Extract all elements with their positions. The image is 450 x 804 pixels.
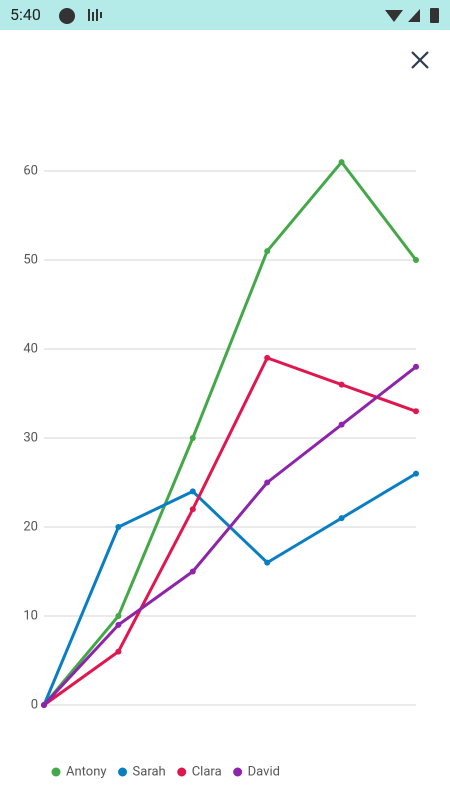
y-tick-label: 50	[23, 252, 38, 267]
legend-label: Antony	[66, 764, 107, 779]
legend-marker	[177, 767, 187, 777]
data-point	[115, 621, 122, 628]
y-tick-label: 30	[23, 430, 38, 445]
data-point	[413, 257, 419, 263]
status-icons	[59, 8, 439, 24]
data-point	[338, 421, 345, 428]
legend-marker	[118, 767, 128, 777]
data-point	[264, 559, 271, 566]
y-tick-label: 20	[23, 519, 38, 534]
legend-marker	[233, 767, 243, 777]
y-tick-label: 0	[31, 697, 38, 712]
legend-label: Clara	[192, 764, 222, 779]
data-point	[41, 702, 47, 708]
data-point	[264, 479, 271, 486]
series-line	[42, 472, 417, 706]
y-tick-label: 60	[23, 163, 38, 178]
status-time: 5:40	[10, 5, 41, 24]
data-point	[115, 524, 122, 530]
legend-marker	[51, 767, 61, 777]
data-point	[189, 435, 196, 441]
data-point	[115, 648, 122, 655]
data-point	[338, 515, 345, 522]
data-point	[413, 470, 419, 477]
series-line	[43, 356, 417, 707]
series-line	[42, 365, 417, 707]
y-tick-label: 40	[23, 341, 38, 356]
data-point	[264, 248, 271, 255]
data-point	[189, 568, 196, 575]
legend-label: Sarah	[133, 764, 166, 779]
data-point	[264, 354, 271, 361]
data-point	[413, 363, 419, 370]
data-point	[189, 506, 196, 513]
data-point	[338, 381, 345, 388]
series-line	[42, 160, 418, 706]
close-button[interactable]	[411, 51, 429, 69]
y-tick-label: 10	[23, 608, 38, 623]
legend-label: David	[248, 764, 280, 779]
data-point	[338, 159, 345, 166]
data-point	[115, 613, 122, 619]
status-bar	[0, 0, 450, 30]
data-point	[189, 488, 196, 495]
data-point	[413, 408, 419, 415]
